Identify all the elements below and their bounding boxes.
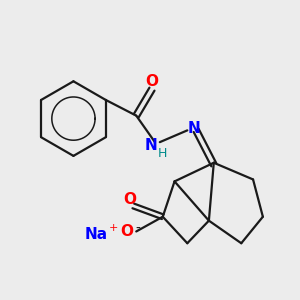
Text: N: N — [145, 138, 158, 153]
Text: Na: Na — [85, 227, 108, 242]
Text: H: H — [158, 147, 167, 161]
Text: O: O — [146, 74, 158, 89]
Text: -: - — [136, 221, 141, 236]
Text: +: + — [109, 223, 118, 232]
Text: O: O — [120, 224, 133, 239]
Text: N: N — [188, 121, 200, 136]
Text: O: O — [123, 192, 136, 207]
